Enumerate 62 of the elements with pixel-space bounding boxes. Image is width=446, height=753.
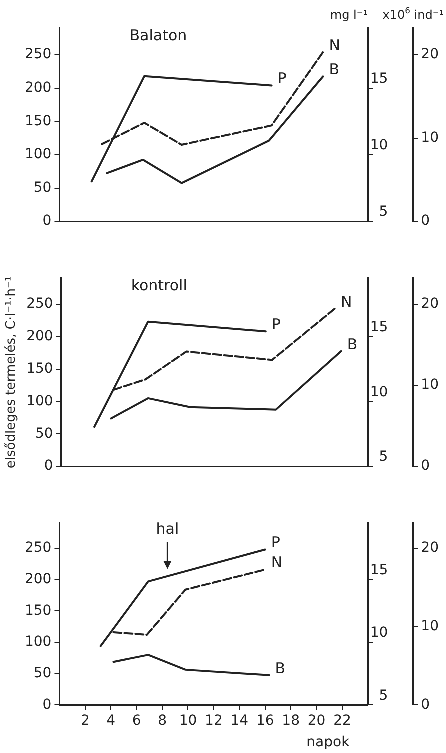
y-tick-label: 200 [26, 328, 54, 344]
series-label: B [275, 659, 286, 678]
y-tick-label: 250 [26, 296, 54, 312]
y3-tick-label: 10 [421, 377, 440, 394]
y-axis-title: elsődleges termelés, C·l⁻¹·h⁻¹ [4, 276, 20, 469]
y-tick-label: 150 [24, 113, 52, 130]
y3-tick-label: 0 [421, 213, 430, 230]
y2-tick-label: 15 [370, 319, 388, 336]
chart-title: kontroll [131, 276, 188, 294]
y2-tick-label: 5 [379, 204, 388, 220]
x-tick-label: 6 [132, 713, 142, 730]
y2-tick-label: 15 [370, 562, 388, 578]
x-tick-label: 20 [308, 713, 326, 730]
series-label: B [329, 60, 340, 79]
y3-tick-label: 20 [421, 296, 440, 312]
x-tick-label: 18 [282, 713, 300, 730]
y3-tick-label: 10 [421, 618, 440, 634]
x-tick-label: 10 [179, 713, 198, 730]
y-tick-label: 200 [24, 80, 52, 96]
y-tick-label: 0 [44, 458, 54, 474]
series-label: P [271, 534, 280, 552]
x-tick-label: 2 [80, 713, 90, 730]
y2-tick-label: 10 [370, 384, 388, 400]
x-tick-label: 8 [158, 713, 168, 730]
y3-tick-label: 20 [421, 540, 440, 556]
x-tick-label: 4 [106, 713, 116, 730]
series-label: N [329, 36, 340, 54]
annotation: hal [156, 520, 180, 538]
y-tick-label: 150 [24, 602, 52, 619]
chart-title: Balaton [130, 26, 188, 44]
x-axis-title: napok [306, 734, 351, 751]
x-tick-label: 14 [230, 713, 249, 730]
y-tick-label: 200 [24, 571, 52, 588]
y2-tick-label: 5 [379, 449, 388, 466]
x-tick-label: 22 [334, 713, 352, 730]
series-label: P [272, 316, 281, 334]
y-tick-label: 100 [26, 393, 54, 410]
y-tick-label: 0 [42, 696, 52, 713]
y2-tick-label: 10 [370, 138, 388, 154]
y-tick-label: 250 [24, 46, 52, 63]
y2-tick-label: 15 [370, 71, 388, 87]
y3-tick-label: 20 [421, 46, 440, 63]
y-tick-label: 250 [24, 540, 52, 556]
series-label: N [340, 292, 352, 311]
y3-tick-label: 0 [421, 696, 430, 713]
y2-axis-title: mg l⁻¹ [330, 8, 368, 22]
series-label: P [278, 70, 287, 88]
y-tick-label: 150 [26, 360, 54, 377]
series-label: B [347, 335, 358, 354]
y2-tick-label: 5 [379, 688, 388, 704]
series-label: N [271, 554, 283, 572]
y2-tick-label: 10 [370, 625, 388, 642]
y-tick-label: 100 [24, 634, 52, 650]
x-tick-label: 16 [256, 713, 274, 730]
y3-tick-label: 10 [421, 130, 440, 146]
y3-tick-label: 0 [421, 458, 430, 474]
y-tick-label: 0 [42, 213, 52, 230]
x-tick-label: 12 [205, 713, 223, 730]
y-tick-label: 50 [35, 426, 54, 442]
y-tick-label: 100 [24, 146, 52, 163]
y-tick-label: 50 [34, 665, 52, 682]
y-tick-label: 50 [34, 180, 52, 196]
